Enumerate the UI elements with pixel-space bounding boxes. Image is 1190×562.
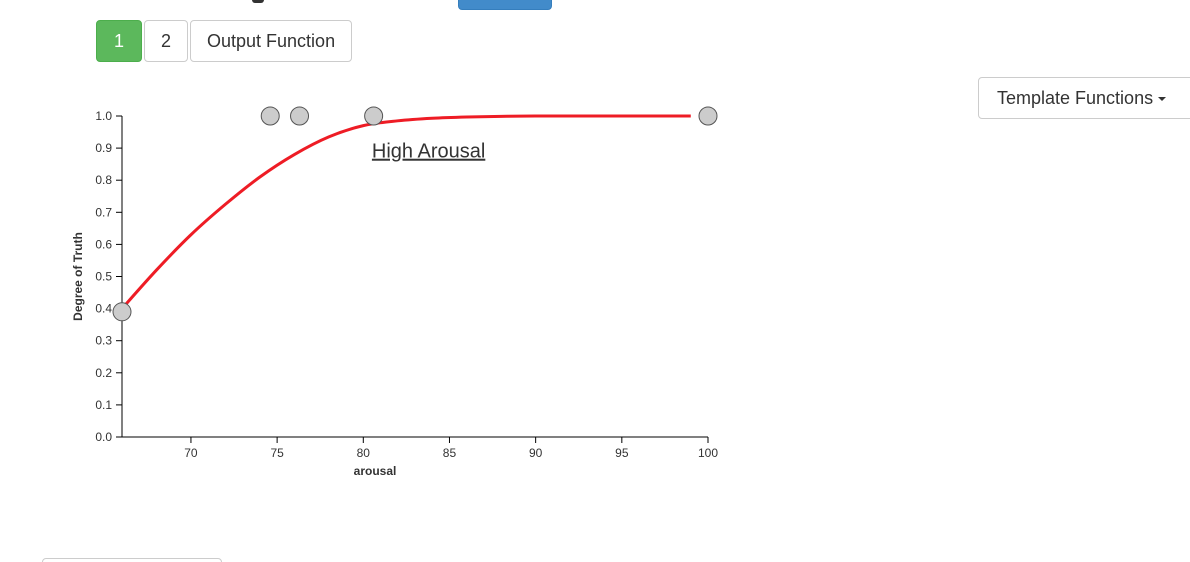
tab-1[interactable]: 1 <box>96 20 142 62</box>
y-tick-label: 0.3 <box>95 334 112 348</box>
x-tick-label: 100 <box>698 446 718 460</box>
template-functions-label: Template Functions <box>997 88 1154 108</box>
caret-down-icon <box>1158 97 1167 102</box>
x-tick-label: 75 <box>270 446 284 460</box>
y-tick-label: 0.5 <box>95 270 112 284</box>
y-axis: 0.0 0.1 0.2 0.3 0.4 0.5 0.6 0.7 0.8 0.9 1.0 <box>95 109 123 444</box>
series-label-high-arousal[interactable]: High Arousal <box>372 141 485 163</box>
y-tick-label: 0.1 <box>95 398 112 412</box>
control-point-handle[interactable] <box>112 302 132 322</box>
y-tick-label: 0.9 <box>95 141 112 155</box>
template-functions-dropdown[interactable]: Template Functions <box>978 77 1190 119</box>
control-point-handle[interactable] <box>290 106 310 126</box>
tab-2[interactable]: 2 <box>144 20 188 62</box>
top-primary-button-fragment[interactable] <box>458 0 552 10</box>
membership-function-chart: 0.0 0.1 0.2 0.3 0.4 0.5 0.6 0.7 0.8 0.9 1.0 70 75 80… <box>71 106 718 478</box>
x-tick-label: 85 <box>443 446 457 460</box>
page-tabs: 1 2 Output Function <box>96 20 353 62</box>
x-axis-title: arousal <box>354 464 397 478</box>
x-tick-label: 70 <box>184 446 198 460</box>
y-tick-label: 0.2 <box>95 366 112 380</box>
x-tick-label: 90 <box>529 446 543 460</box>
y-tick-label: 0.7 <box>95 205 112 219</box>
x-tick-label: 80 <box>357 446 371 460</box>
control-handles <box>112 106 718 322</box>
control-point-handle[interactable] <box>260 106 280 126</box>
x-tick-label: 95 <box>615 446 629 460</box>
page-title-fragment <box>252 0 264 3</box>
y-axis-title: Degree of Truth <box>71 232 85 321</box>
y-tick-label: 0.6 <box>95 237 112 251</box>
y-tick-label: 0.4 <box>95 302 112 316</box>
y-tick-label: 0.0 <box>95 430 112 444</box>
tab-output-function[interactable]: Output Function <box>190 20 353 62</box>
control-point-handle[interactable] <box>698 106 718 126</box>
series-line-high-arousal <box>120 114 691 310</box>
bottom-button-fragment[interactable] <box>42 558 222 562</box>
control-point-handle[interactable] <box>364 106 384 126</box>
y-tick-label: 0.8 <box>95 173 112 187</box>
x-axis: 70 75 80 85 90 95 100 <box>122 436 718 460</box>
y-tick-label: 1.0 <box>95 109 112 123</box>
